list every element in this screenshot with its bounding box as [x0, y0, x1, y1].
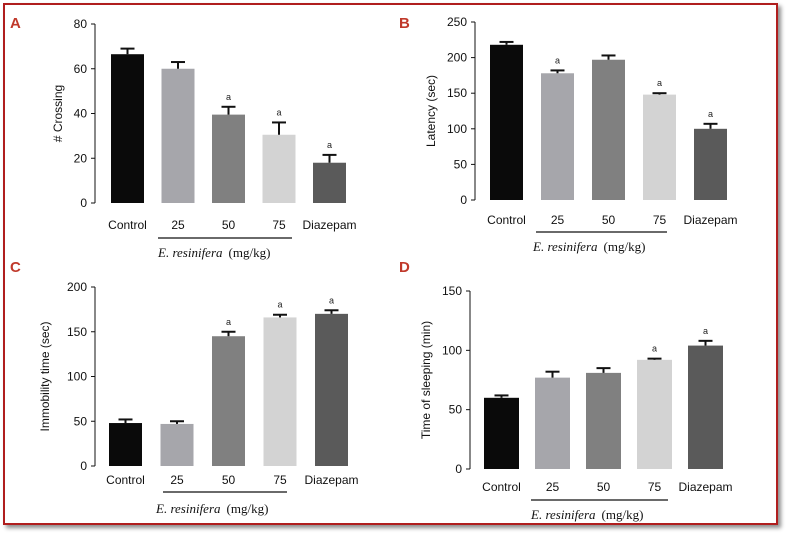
y-tick-label: 100 [67, 370, 87, 384]
bar [535, 377, 570, 469]
significance-label: a [226, 317, 231, 327]
x-tick-label: Diazepam [302, 218, 356, 232]
bar [262, 134, 296, 203]
species-name: E. resinifera [530, 507, 596, 522]
x-tick-label: 25 [546, 480, 560, 494]
y-axis-label: # Crossing [51, 85, 65, 142]
panel-letter: B [399, 15, 410, 32]
dose-unit: (mg/kg) [227, 501, 269, 516]
dose-group-label: E. resinifera (mg/kg) [532, 239, 645, 254]
y-tick-label: 50 [454, 157, 468, 171]
x-tick-label: Diazepam [683, 213, 737, 227]
chart-panel-c: C 0 50 100 150 200 Immobility time (sec) Contro… [10, 259, 359, 516]
chart-panel-b: B 0 50 100 150 200 250 Latency (sec) Control a 25 5… [399, 15, 738, 254]
bar [160, 423, 194, 466]
y-tick-label: 80 [74, 17, 88, 31]
x-tick-label: Control [487, 213, 526, 227]
y-tick-label: 50 [74, 414, 88, 428]
bar [592, 59, 625, 201]
significance-label: a [226, 92, 231, 102]
species-name: E. resinifera [532, 239, 598, 254]
y-tick-label: 100 [442, 343, 462, 357]
bar [541, 73, 574, 200]
x-tick-label: Diazepam [678, 480, 732, 494]
x-tick-label: 50 [597, 480, 611, 494]
y-tick-label: 0 [455, 462, 462, 476]
bar [484, 397, 519, 469]
bar [315, 313, 348, 466]
y-axis-label: Immobility time (sec) [38, 321, 52, 431]
panel-letter: A [10, 15, 21, 32]
x-tick-label: 50 [222, 473, 236, 487]
y-tick-label: 40 [74, 107, 88, 121]
panel-letter: C [10, 259, 21, 276]
bar [109, 423, 142, 466]
bar [111, 54, 144, 203]
y-axis-label: Time of sleeping (min) [419, 321, 433, 439]
chart-panel-a: A 0 20 40 60 80 # Crossing Control 25 a 50 a 75 a Diaz… [10, 15, 357, 260]
panel-letter: D [399, 259, 410, 276]
y-tick-label: 50 [449, 403, 463, 417]
significance-label: a [703, 326, 708, 336]
bar [586, 372, 621, 469]
y-tick-label: 150 [447, 86, 467, 100]
y-tick-label: 0 [80, 196, 87, 210]
x-tick-label: Diazepam [304, 473, 358, 487]
bar [637, 359, 672, 469]
x-tick-label: Control [482, 480, 521, 494]
dose-group-label: E. resinifera (mg/kg) [530, 507, 643, 522]
y-tick-label: 20 [74, 151, 88, 165]
significance-label: a [708, 109, 713, 119]
y-tick-label: 250 [447, 15, 467, 29]
x-tick-label: 50 [602, 213, 616, 227]
bar [263, 317, 297, 466]
bar [313, 162, 346, 203]
y-tick-label: 150 [442, 284, 462, 298]
significance-label: a [657, 78, 662, 88]
x-tick-label: 50 [222, 218, 236, 232]
y-tick-label: 150 [67, 325, 87, 339]
species-name: E. resinifera [155, 501, 221, 516]
y-tick-label: 200 [447, 51, 467, 65]
dose-group-label: E. resinifera (mg/kg) [157, 245, 270, 260]
bar [694, 128, 727, 200]
x-tick-label: Control [108, 218, 147, 232]
x-tick-label: 75 [273, 473, 287, 487]
x-tick-label: 25 [171, 218, 185, 232]
y-axis-label: Latency (sec) [424, 75, 438, 147]
x-tick-label: 75 [648, 480, 662, 494]
y-tick-label: 100 [447, 122, 467, 136]
y-tick-label: 0 [460, 193, 467, 207]
dose-group-label: E. resinifera (mg/kg) [155, 501, 268, 516]
dose-unit: (mg/kg) [604, 239, 646, 254]
x-tick-label: Control [106, 473, 145, 487]
bar [643, 94, 676, 200]
dose-unit: (mg/kg) [602, 507, 644, 522]
x-tick-label: 75 [653, 213, 667, 227]
y-tick-label: 200 [67, 280, 87, 294]
significance-label: a [276, 107, 281, 117]
bar [161, 68, 195, 203]
bar [490, 44, 523, 201]
y-tick-label: 0 [80, 459, 87, 473]
species-name: E. resinifera [157, 245, 223, 260]
x-tick-label: 75 [272, 218, 286, 232]
bar [212, 336, 245, 466]
bar [688, 345, 723, 469]
significance-label: a [329, 295, 334, 305]
y-tick-label: 60 [74, 62, 88, 76]
x-tick-label: 25 [170, 473, 184, 487]
bar [212, 114, 245, 203]
significance-label: a [327, 140, 332, 150]
x-tick-label: 25 [551, 213, 565, 227]
dose-unit: (mg/kg) [229, 245, 271, 260]
significance-label: a [277, 300, 282, 310]
chart-panel-d: D 0 50 100 150 Time of sleeping (min) Control 2… [399, 259, 733, 522]
significance-label: a [555, 55, 560, 65]
significance-label: a [652, 344, 657, 354]
